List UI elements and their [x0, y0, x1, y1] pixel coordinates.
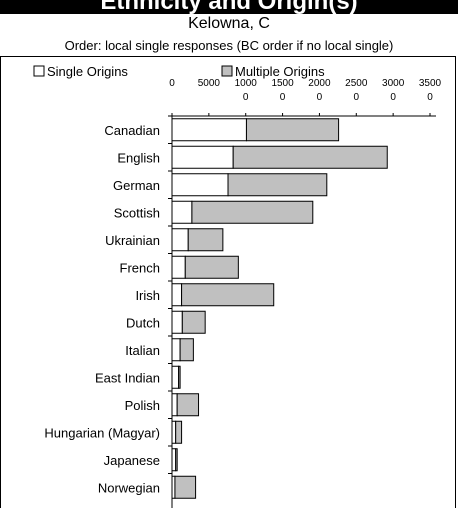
bar-multiple-norwegian	[174, 475, 197, 499]
legend-label-single: Single Origins	[47, 64, 128, 79]
bar-multiple-english	[232, 145, 388, 169]
x-tick-label: 0	[317, 92, 323, 103]
y-tick-label: German	[113, 178, 160, 193]
x-tick-label: 0	[243, 92, 249, 103]
chart-frame	[0, 56, 456, 508]
legend-swatch-single	[33, 65, 45, 77]
bar-single-french	[171, 255, 186, 279]
bar-multiple-irish	[181, 283, 275, 307]
bar-multiple-canadian	[245, 118, 340, 142]
bar-single-hungarian-magyar-	[171, 420, 177, 444]
bar-multiple-japanese	[175, 448, 178, 472]
bar-multiple-hungarian-magyar-	[175, 420, 183, 444]
x-tick-label: 3500	[419, 78, 442, 89]
order-note: Order: local single responses (BC order …	[64, 38, 394, 53]
x-tick-label: 2000	[308, 78, 331, 89]
y-tick-label: Polish	[125, 398, 160, 413]
x-tick-label: 0	[427, 92, 433, 103]
bar-multiple-italian	[179, 338, 194, 362]
y-tick-label: Norwegian	[98, 480, 160, 495]
y-tick-label: Canadian	[104, 123, 160, 138]
x-tick-label: 2500	[345, 78, 368, 89]
y-tick-label: English	[117, 150, 160, 165]
bar-single-italian	[171, 338, 181, 362]
banner-title: Ethnicity and Origin(s)	[100, 0, 358, 14]
y-tick-label: Italian	[125, 343, 160, 358]
y-tick-label: Hungarian (Magyar)	[44, 425, 160, 440]
bar-single-ukrainian	[171, 228, 189, 252]
x-tick-label: 0	[169, 78, 175, 89]
bar-multiple-ukrainian	[187, 228, 224, 252]
x-tick-label: 0	[280, 92, 286, 103]
y-tick-label: Irish	[135, 288, 160, 303]
bar-single-dutch	[171, 310, 183, 334]
y-tick-label: East Indian	[95, 370, 160, 385]
bar-single-irish	[171, 283, 183, 307]
x-tick-label: 1500	[271, 78, 294, 89]
x-tick-label: 5000	[198, 78, 221, 89]
bar-multiple-east-indian	[178, 365, 181, 389]
bar-multiple-french	[184, 255, 239, 279]
x-tick-label: 1000	[235, 78, 258, 89]
y-tick-label: Ukrainian	[105, 233, 160, 248]
bar-multiple-dutch	[181, 310, 206, 334]
y-tick-label: Japanese	[104, 453, 160, 468]
y-tick-label: Dutch	[126, 315, 160, 330]
y-tick-label: Scottish	[114, 205, 160, 220]
bar-single-english	[171, 145, 234, 169]
legend-label-multiple: Multiple Origins	[235, 64, 325, 79]
bar-single-japanese	[171, 448, 177, 472]
chart-subtitle: Kelowna, C	[188, 15, 270, 32]
bar-multiple-german	[227, 173, 328, 197]
bar-single-canadian	[171, 118, 247, 142]
bar-multiple-polish	[176, 393, 200, 417]
bar-single-polish	[171, 393, 178, 417]
title-banner: Ethnicity and Origin(s)	[0, 0, 458, 14]
y-tick-label: French	[120, 260, 160, 275]
legend-swatch-multiple	[221, 65, 233, 77]
bar-single-scottish	[171, 200, 193, 224]
bar-single-german	[171, 173, 229, 197]
bar-multiple-scottish	[191, 200, 314, 224]
bar-single-east-indian	[171, 365, 180, 389]
x-tick-label: 0	[354, 92, 360, 103]
x-tick-label: 0	[390, 92, 396, 103]
x-tick-label: 3000	[382, 78, 405, 89]
